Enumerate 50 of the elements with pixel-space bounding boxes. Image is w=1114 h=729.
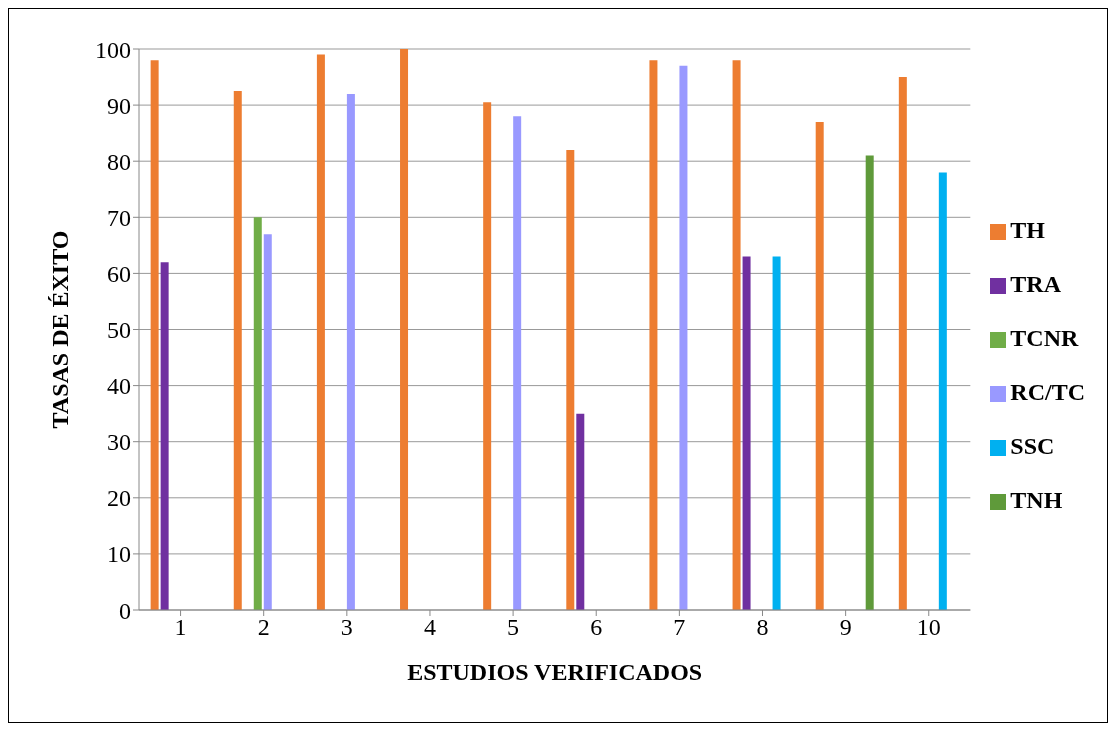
legend-label: TCNR <box>1010 324 1079 351</box>
x-tick-label: 6 <box>590 614 603 641</box>
x-tick-label: 8 <box>756 614 769 641</box>
y-tick-label: 20 <box>107 485 131 512</box>
legend-label: TRA <box>1010 270 1061 297</box>
bar <box>160 262 169 610</box>
x-tick-label: 7 <box>673 614 686 641</box>
y-tick-label: 100 <box>95 36 131 63</box>
bar <box>263 234 272 610</box>
bar <box>742 256 751 610</box>
bar <box>576 413 585 610</box>
bar <box>679 65 688 610</box>
x-tick-label: 10 <box>916 614 941 641</box>
bar <box>772 256 781 610</box>
bar <box>233 91 242 610</box>
bar <box>513 116 522 610</box>
x-tick-label: 5 <box>507 614 520 641</box>
legend-label: TH <box>1010 216 1046 243</box>
legend-label: TNH <box>1010 486 1063 513</box>
y-tick-label: 40 <box>107 373 131 400</box>
x-axis-title: ESTUDIOS VERIFICADOS <box>407 659 703 685</box>
x-tick-label: 1 <box>174 614 187 641</box>
bar <box>938 172 947 610</box>
y-tick-label: 50 <box>107 317 131 344</box>
y-tick-label: 0 <box>119 597 131 624</box>
y-tick-label: 30 <box>107 429 131 456</box>
legend-label: RC/TC <box>1010 378 1085 405</box>
bar <box>815 121 824 610</box>
y-tick-label: 60 <box>107 260 131 287</box>
bar <box>898 77 907 610</box>
bar <box>865 155 874 610</box>
bar <box>483 102 492 610</box>
y-tick-label: 70 <box>107 204 131 231</box>
x-tick-label: 3 <box>340 614 353 641</box>
y-tick-label: 80 <box>107 148 131 175</box>
y-tick-label: 10 <box>107 541 131 568</box>
bar <box>150 60 159 610</box>
bar <box>732 60 741 610</box>
x-tick-label: 2 <box>257 614 270 641</box>
y-axis-title: TASAS DE ÉXITO <box>46 230 73 429</box>
bar <box>253 217 262 610</box>
legend-label: SSC <box>1010 432 1055 459</box>
bar <box>316 54 325 610</box>
bar <box>649 60 658 610</box>
bar <box>346 93 355 610</box>
bar <box>566 149 575 610</box>
bar <box>400 49 409 610</box>
x-tick-label: 4 <box>423 614 436 641</box>
x-tick-label: 9 <box>839 614 852 641</box>
y-tick-label: 90 <box>107 92 131 119</box>
